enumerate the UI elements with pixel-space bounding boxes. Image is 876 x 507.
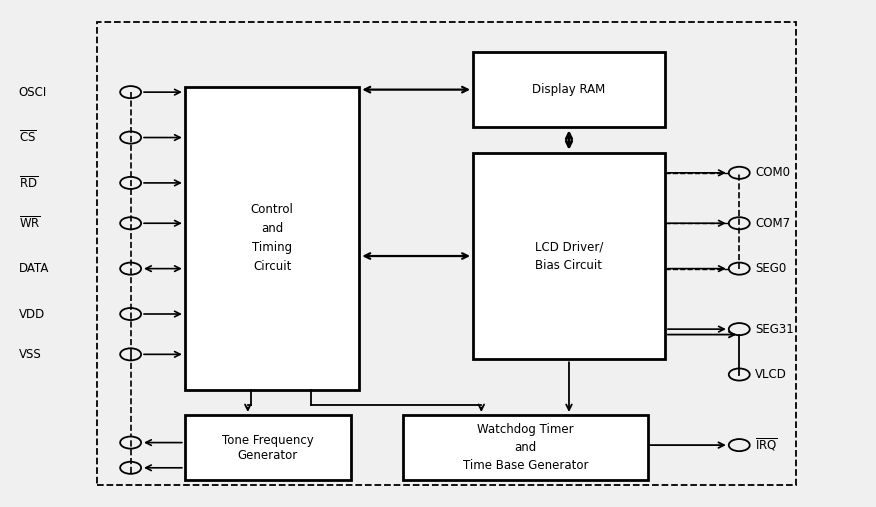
Text: COM0: COM0 xyxy=(755,166,790,179)
Bar xyxy=(473,52,665,127)
Bar xyxy=(473,153,665,359)
Text: Tone Frequency
Generator: Tone Frequency Generator xyxy=(222,433,314,462)
Text: DATA: DATA xyxy=(19,262,49,275)
Text: VSS: VSS xyxy=(19,348,41,361)
Bar xyxy=(185,415,350,481)
Text: $\overline{\rm RD}$: $\overline{\rm RD}$ xyxy=(19,175,38,191)
Text: Control
and
Timing
Circuit: Control and Timing Circuit xyxy=(251,203,293,273)
Text: COM7: COM7 xyxy=(755,217,790,230)
Text: $\overline{\rm WR}$: $\overline{\rm WR}$ xyxy=(19,215,40,231)
Text: SEG0: SEG0 xyxy=(755,262,787,275)
Text: Watchdog Timer
and
Time Base Generator: Watchdog Timer and Time Base Generator xyxy=(463,423,588,472)
Text: $\overline{\rm CS}$: $\overline{\rm CS}$ xyxy=(19,130,37,146)
Text: $\overline{\rm IRQ}$: $\overline{\rm IRQ}$ xyxy=(755,437,778,453)
Text: Display RAM: Display RAM xyxy=(533,83,605,96)
Text: VLCD: VLCD xyxy=(755,368,787,381)
Text: LCD Driver/
Bias Circuit: LCD Driver/ Bias Circuit xyxy=(534,240,604,272)
Bar xyxy=(185,87,359,390)
Text: VDD: VDD xyxy=(19,308,45,320)
Text: OSCI: OSCI xyxy=(19,86,47,99)
Bar xyxy=(97,22,796,485)
Text: SEG31: SEG31 xyxy=(755,322,794,336)
Bar xyxy=(403,415,647,481)
